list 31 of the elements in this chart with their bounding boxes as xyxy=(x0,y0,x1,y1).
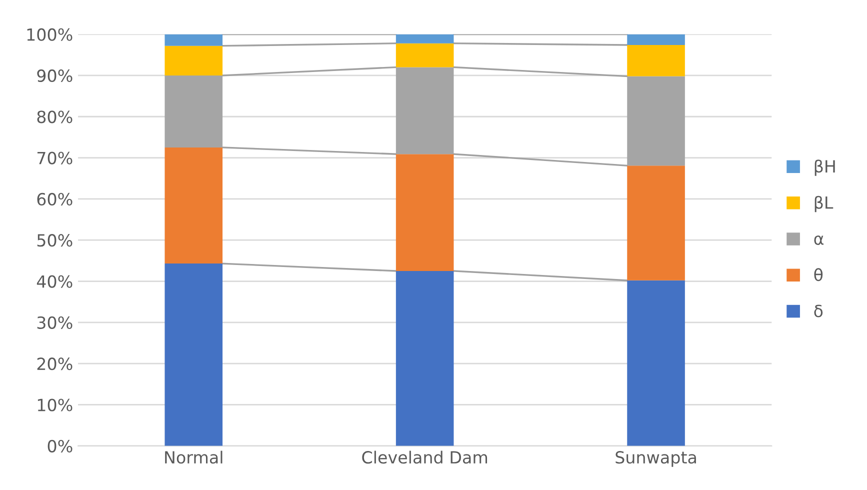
y-tick-label: 0% xyxy=(48,440,72,452)
bar xyxy=(396,270,454,446)
bar xyxy=(164,264,223,446)
y-tick-label: 90% xyxy=(37,69,72,82)
bar xyxy=(627,166,685,280)
y-tick-label: 70% xyxy=(37,152,72,164)
legend-label: δ xyxy=(814,304,823,318)
x-tick-label: Cleveland Dam xyxy=(362,450,488,464)
bar xyxy=(396,34,454,44)
bar xyxy=(164,46,223,76)
bar xyxy=(627,45,685,76)
y-tick-label: 100% xyxy=(27,28,72,41)
x-tick-label: Normal xyxy=(165,450,222,464)
bar xyxy=(396,43,454,68)
legend-label: θ xyxy=(814,268,823,282)
legend-label: βH xyxy=(814,160,835,176)
y-tick-label: 30% xyxy=(37,316,72,329)
legend-label: α xyxy=(814,235,824,246)
x-tick-label: Sunwapta xyxy=(616,451,696,467)
bar xyxy=(164,34,223,46)
bar xyxy=(627,280,685,446)
y-tick-label: 50% xyxy=(37,234,72,247)
bar xyxy=(627,34,685,45)
legend-label: βL xyxy=(814,196,834,212)
y-tick-label: 20% xyxy=(37,358,72,370)
y-tick-label: 40% xyxy=(36,275,72,288)
y-tick-label: 60% xyxy=(37,192,72,206)
bar xyxy=(164,147,223,264)
y-tick-label: 80% xyxy=(37,110,72,124)
y-tick-label: 10% xyxy=(38,398,72,412)
bar xyxy=(396,154,454,271)
